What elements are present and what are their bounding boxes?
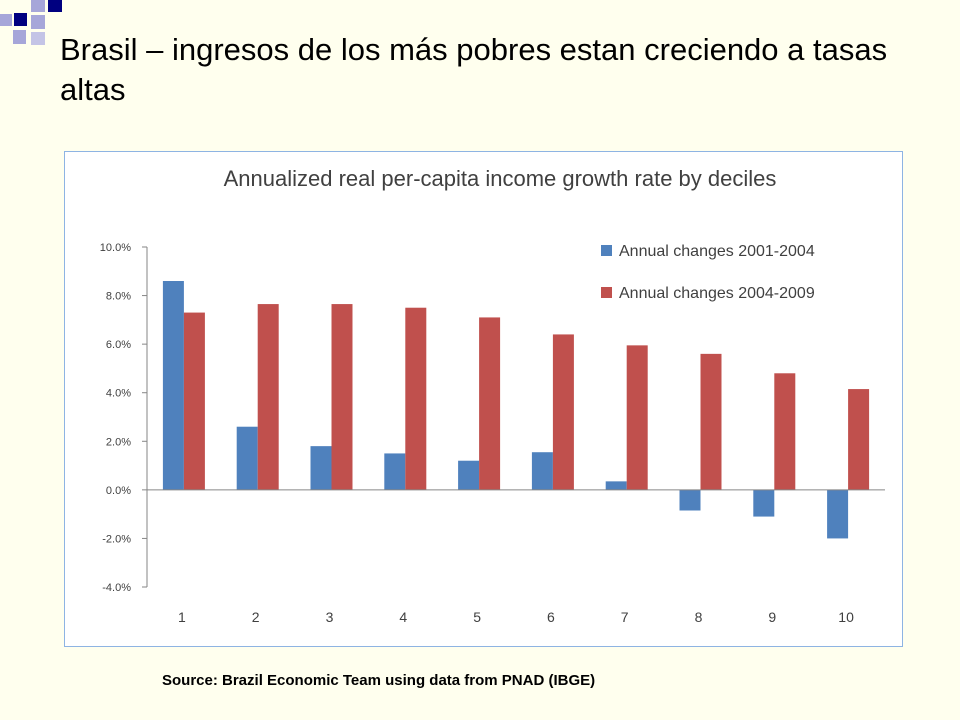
bar-series-2001-2004 [458, 460, 480, 490]
x-tick-label: 10 [838, 609, 854, 625]
x-axis: 1 2 3 4 5 6 7 8 9 10 [147, 489, 885, 625]
x-tick-label: 4 [399, 609, 407, 625]
chart-frame: Annualized real per-capita income growth… [64, 151, 903, 647]
y-tick-label: -4.0% [102, 582, 131, 594]
x-tick-label: 5 [473, 609, 481, 625]
y-tick-label: -2.0% [102, 533, 131, 545]
decor-square-light [31, 32, 45, 45]
x-tick-label: 1 [178, 609, 186, 625]
decor-square-light [31, 0, 45, 12]
bar-series-2001-2004 [384, 453, 406, 490]
decor-square-light [0, 14, 12, 26]
decor-square-dark [14, 13, 27, 26]
bar-series-2001-2004 [827, 489, 849, 539]
decor-square-light [13, 30, 26, 44]
legend-swatch [601, 287, 612, 298]
bar-series-2004-2009 [848, 389, 870, 490]
y-tick-label: 8.0% [106, 291, 131, 303]
bar-series-2004-2009 [552, 334, 574, 490]
slide-corner-decoration [0, 0, 62, 45]
legend-label: Annual changes 2004-2009 [619, 285, 815, 302]
bar-series-2004-2009 [257, 304, 279, 490]
bar-series-2001-2004 [679, 489, 701, 511]
decor-square-dark [48, 0, 62, 12]
y-tick-label: 6.0% [106, 339, 131, 351]
bar-series-2001-2004 [753, 489, 775, 517]
y-tick-label: 4.0% [106, 388, 131, 400]
x-tick-label: 3 [326, 609, 334, 625]
y-tick-label: 2.0% [106, 436, 131, 448]
x-tick-label: 6 [547, 609, 555, 625]
x-tick-label: 9 [768, 609, 776, 625]
bar-series-2001-2004 [162, 281, 184, 490]
bar-series-2001-2004 [605, 481, 627, 490]
x-tick-label: 7 [621, 609, 629, 625]
bar-series-2004-2009 [626, 345, 648, 490]
legend-swatch [601, 245, 612, 256]
x-tick-label: 8 [695, 609, 703, 625]
bars [162, 281, 870, 539]
y-tick-label: 0.0% [106, 485, 131, 497]
legend-label: Annual changes 2001-2004 [619, 243, 815, 260]
bar-series-2004-2009 [774, 373, 796, 490]
bar-series-2001-2004 [310, 446, 332, 490]
y-tick-label: 10.0% [100, 242, 131, 254]
chart-title: Annualized real per-capita income growth… [224, 166, 777, 191]
bar-series-2004-2009 [479, 317, 501, 490]
legend: Annual changes 2001-2004 Annual changes 2… [601, 243, 815, 302]
bar-chart: Annualized real per-capita income growth… [100, 166, 885, 625]
bar-series-2004-2009 [183, 312, 205, 490]
y-axis: 10.0% 8.0% 6.0% 4.0% 2.0% 0.0% -2.0% -4.0% [100, 242, 148, 594]
bar-series-2004-2009 [331, 304, 353, 490]
bar-series-2004-2009 [405, 307, 427, 490]
bar-series-2001-2004 [236, 426, 258, 490]
source-note: Source: Brazil Economic Team using data … [162, 672, 596, 689]
x-tick-label: 2 [252, 609, 260, 625]
bar-series-2004-2009 [700, 353, 722, 490]
decor-square-light [31, 15, 45, 29]
slide-title: Brasil – ingresos de los más pobres esta… [60, 32, 888, 107]
bar-series-2001-2004 [531, 452, 553, 490]
